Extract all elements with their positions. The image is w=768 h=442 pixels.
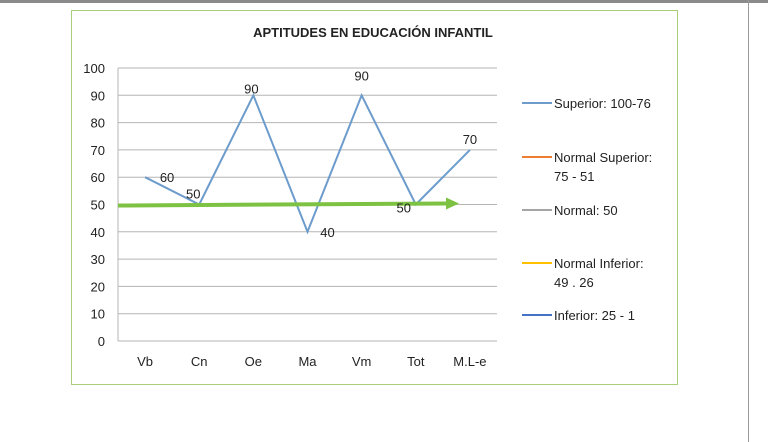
- y-tick-label: 10: [91, 307, 105, 322]
- reference-arrow-head: [446, 197, 459, 210]
- data-label: 50: [186, 187, 200, 202]
- y-tick-label: 80: [91, 116, 105, 131]
- x-tick-label: Cn: [191, 354, 208, 369]
- legend-label: Normal: 50: [554, 203, 618, 218]
- y-tick-label: 30: [91, 252, 105, 267]
- y-tick-label: 40: [91, 225, 105, 240]
- y-tick-label: 50: [91, 198, 105, 213]
- x-tick-label: Oe: [245, 354, 262, 369]
- legend-label: Superior: 100-76: [554, 96, 651, 111]
- legend-label: Inferior: 25 - 1: [554, 308, 635, 323]
- chart-frame[interactable]: [71, 10, 678, 385]
- data-label: 60: [160, 170, 174, 185]
- legend-label: Normal Inferior:: [554, 256, 644, 271]
- chart-title: APTITUDES EN EDUCACIÓN INFANTIL: [253, 25, 493, 40]
- x-tick-label: Ma: [298, 354, 317, 369]
- y-tick-label: 90: [91, 88, 105, 103]
- series-line: [144, 92, 471, 235]
- y-tick-label: 60: [91, 170, 105, 185]
- y-tick-label: 20: [91, 279, 105, 294]
- data-label: 50: [397, 201, 411, 216]
- reference-arrow-line: [117, 201, 449, 208]
- data-label: 90: [354, 68, 368, 83]
- x-tick-label: M.L-e: [453, 354, 486, 369]
- legend-label: 49 . 26: [554, 275, 594, 290]
- window-top-border: [0, 0, 768, 3]
- page-edge: [748, 0, 749, 442]
- x-tick-label: Vm: [352, 354, 372, 369]
- y-tick-label: 0: [98, 334, 105, 349]
- y-tick-label: 100: [83, 61, 105, 76]
- data-label: 40: [320, 225, 334, 240]
- legend-label: 75 - 51: [554, 169, 594, 184]
- y-tick-label: 70: [91, 143, 105, 158]
- legend-label: Normal Superior:: [554, 150, 652, 165]
- data-label: 70: [463, 132, 477, 147]
- x-tick-label: Tot: [407, 354, 425, 369]
- x-tick-label: Vb: [137, 354, 153, 369]
- data-label: 90: [244, 81, 258, 96]
